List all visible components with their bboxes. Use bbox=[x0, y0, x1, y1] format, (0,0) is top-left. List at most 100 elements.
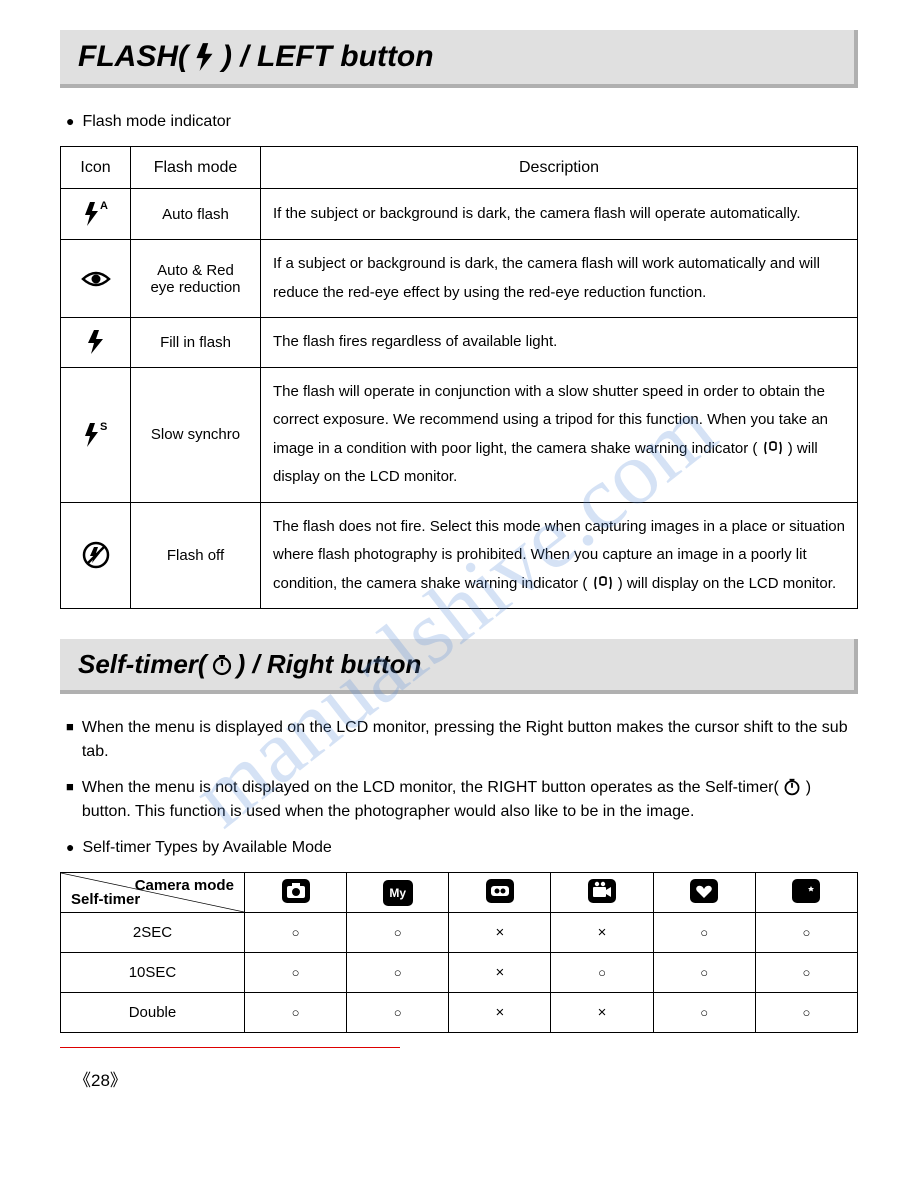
cell-desc: If a subject or background is dark, the … bbox=[261, 240, 858, 318]
table-row: Fill in flash The flash fires regardless… bbox=[61, 318, 858, 368]
cell: ○ bbox=[244, 953, 346, 993]
cell: ○ bbox=[755, 993, 857, 1033]
cell-mode: Auto & Red eye reduction bbox=[131, 240, 261, 318]
header-text-post: ) / LEFT button bbox=[222, 40, 434, 74]
table-row: A Auto flash If the subject or backgroun… bbox=[61, 189, 858, 240]
mode-movie bbox=[551, 873, 653, 913]
bullet-text: Self-timer Types by Available Mode bbox=[82, 836, 331, 860]
row-label: Double bbox=[61, 993, 245, 1033]
cell: × bbox=[551, 913, 653, 953]
flash-off-icon bbox=[81, 540, 111, 570]
svg-text:A: A bbox=[100, 200, 108, 212]
table-header-row: Camera mode Self-timer My bbox=[61, 873, 858, 913]
paragraph-2: ■ When the menu is not displayed on the … bbox=[66, 776, 858, 824]
auto-flash-icon: A bbox=[82, 199, 110, 229]
header2-pre: Self-timer( bbox=[78, 649, 207, 680]
mode-my: My bbox=[347, 873, 449, 913]
cell: ○ bbox=[755, 953, 857, 993]
shake-warning-icon bbox=[762, 439, 784, 457]
self-timer-icon bbox=[211, 654, 233, 676]
cell-icon bbox=[61, 318, 131, 368]
movie-mode-icon bbox=[587, 878, 617, 904]
cell: × bbox=[449, 913, 551, 953]
cell-icon: S bbox=[61, 367, 131, 502]
cell: ○ bbox=[347, 953, 449, 993]
desc-pre: The flash will operate in conjunction wi… bbox=[273, 383, 828, 457]
cell: ○ bbox=[653, 913, 755, 953]
para-text: When the menu is not displayed on the LC… bbox=[82, 776, 858, 824]
night-mode-icon bbox=[791, 878, 821, 904]
cell-mode: Auto flash bbox=[131, 189, 261, 240]
self-timer-icon bbox=[783, 778, 801, 796]
camera-mode-icon bbox=[281, 878, 311, 904]
cell-mode: Flash off bbox=[131, 502, 261, 609]
table-row: S Slow synchro The flash will operate in… bbox=[61, 367, 858, 502]
para2-pre: When the menu is not displayed on the LC… bbox=[82, 779, 783, 796]
desc-post: ) will display on the LCD monitor. bbox=[618, 575, 836, 592]
header2-post: ) / Right button bbox=[237, 649, 422, 680]
cell: ○ bbox=[653, 953, 755, 993]
cell-mode: Slow synchro bbox=[131, 367, 261, 502]
table-row: 2SEC ○ ○ × × ○ ○ bbox=[61, 913, 858, 953]
self-timer-table: Camera mode Self-timer My 2SEC ○ ○ × × ○… bbox=[60, 872, 858, 1033]
table-row: Flash off The flash does not fire. Selec… bbox=[61, 502, 858, 609]
cell-desc: The flash will operate in conjunction wi… bbox=[261, 367, 858, 502]
fill-flash-icon bbox=[85, 329, 107, 355]
cell-icon bbox=[61, 502, 131, 609]
svg-text:S: S bbox=[100, 421, 107, 433]
cell-icon: A bbox=[61, 189, 131, 240]
page-number: 《28》 bbox=[74, 1066, 858, 1091]
cell-desc: The flash does not fire. Select this mod… bbox=[261, 502, 858, 609]
diagonal-header: Camera mode Self-timer bbox=[61, 873, 245, 913]
cell: × bbox=[551, 993, 653, 1033]
red-divider bbox=[60, 1047, 400, 1048]
voice-mode-icon bbox=[485, 878, 515, 904]
table-row: Auto & Red eye reduction If a subject or… bbox=[61, 240, 858, 318]
cell-desc: The flash fires regardless of available … bbox=[261, 318, 858, 368]
cell-desc: If the subject or background is dark, th… bbox=[261, 189, 858, 240]
cell: ○ bbox=[755, 913, 857, 953]
cell: ○ bbox=[244, 993, 346, 1033]
bullet-marker: ● bbox=[66, 110, 74, 132]
flash-bolt-icon bbox=[192, 42, 218, 72]
mode-night bbox=[755, 873, 857, 913]
bullet-timer-types: ● Self-timer Types by Available Mode bbox=[66, 836, 858, 860]
row-label: 10SEC bbox=[61, 953, 245, 993]
bullet-marker: ■ bbox=[66, 776, 74, 798]
cell: ○ bbox=[653, 993, 755, 1033]
cell: ○ bbox=[347, 913, 449, 953]
paragraph-1: ■ When the menu is displayed on the LCD … bbox=[66, 716, 858, 764]
table-row: Double ○ ○ × × ○ ○ bbox=[61, 993, 858, 1033]
cell: ○ bbox=[551, 953, 653, 993]
table-row: 10SEC ○ ○ × ○ ○ ○ bbox=[61, 953, 858, 993]
mode-heart bbox=[653, 873, 755, 913]
diag-top: Camera mode bbox=[135, 877, 234, 894]
bullet-marker: ● bbox=[66, 836, 74, 858]
mode-camera bbox=[244, 873, 346, 913]
bullet-flash-indicator: ● Flash mode indicator bbox=[66, 110, 858, 134]
table-header-row: Icon Flash mode Description bbox=[61, 147, 858, 189]
th-desc: Description bbox=[261, 147, 858, 189]
th-icon: Icon bbox=[61, 147, 131, 189]
my-mode-icon: My bbox=[383, 880, 413, 906]
cell: ○ bbox=[347, 993, 449, 1033]
cell: × bbox=[449, 953, 551, 993]
cell-icon bbox=[61, 240, 131, 318]
cell: × bbox=[449, 993, 551, 1033]
mode-voice bbox=[449, 873, 551, 913]
shake-warning-icon bbox=[592, 574, 614, 592]
th-mode: Flash mode bbox=[131, 147, 261, 189]
cell: ○ bbox=[244, 913, 346, 953]
cell-mode: Fill in flash bbox=[131, 318, 261, 368]
slow-synchro-icon: S bbox=[82, 420, 110, 450]
heart-mode-icon bbox=[689, 878, 719, 904]
row-label: 2SEC bbox=[61, 913, 245, 953]
section-header-selftimer: Self-timer( ) / Right button bbox=[60, 639, 858, 694]
bullet-marker: ■ bbox=[66, 716, 74, 738]
bullet-text: Flash mode indicator bbox=[82, 110, 231, 134]
redeye-icon bbox=[81, 269, 111, 289]
diag-bot: Self-timer bbox=[71, 891, 140, 908]
section-header-flash: FLASH( ) / LEFT button bbox=[60, 30, 858, 88]
para-text: When the menu is displayed on the LCD mo… bbox=[82, 716, 858, 764]
header-text-pre: FLASH( bbox=[78, 40, 188, 74]
